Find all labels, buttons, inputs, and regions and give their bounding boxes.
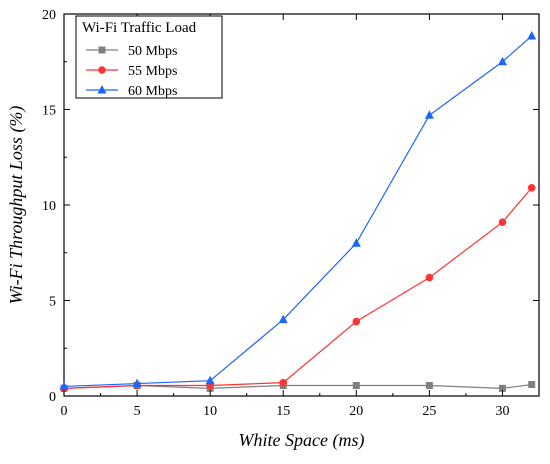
series-line [63,187,533,389]
data-point [424,110,434,119]
x-tick-label: 5 [134,404,141,419]
legend-swatch-marker [98,66,106,74]
x-tick-label: 10 [203,404,217,419]
x-tick-label: 25 [422,404,436,419]
y-axis-title: Wi-Fi Throughput Loss (%) [6,106,27,305]
data-point [352,317,361,326]
axis-ticks: 0 5 10 15 20 25 30 0 5 10 15 20 [42,8,539,419]
legend-label: 60 Mbps [128,84,177,99]
x-tick-label: 20 [349,404,363,419]
data-point [279,378,288,387]
series-1 [60,381,536,392]
x-tick-label: 30 [495,404,509,419]
legend: Wi-Fi Traffic Load 50 Mbps 55 Mbps 60 Mbps [75,15,223,99]
legend-item: 50 Mbps [86,44,177,59]
data-point [59,381,69,390]
y-tick-label: 5 [49,295,56,310]
legend-item: 60 Mbps [86,84,177,99]
x-axis-title: White Space (ms) [239,430,365,451]
y-tick-label: 0 [49,390,56,405]
data-point [351,238,361,247]
data-point [527,184,536,192]
legend-label: 50 Mbps [128,44,177,59]
y-tick-label: 15 [42,104,56,119]
data-point [425,273,434,282]
legend-label: 55 Mbps [128,64,177,79]
legend-item: 55 Mbps [86,64,177,79]
data-point [205,375,215,385]
series-2 [60,184,536,393]
series-group [59,30,537,393]
legend-box [75,15,223,99]
data-point [132,378,142,388]
data-point [352,381,360,389]
legend-swatch-marker [98,46,106,54]
data-point [498,218,507,226]
legend-swatch-marker [97,85,107,94]
x-tick-label: 0 [61,404,68,419]
y-tick-label: 10 [42,199,56,214]
data-point [278,314,288,324]
data-point [497,56,507,66]
data-point [528,381,536,389]
series-line [63,35,533,388]
data-point [498,384,506,392]
y-tick-label: 20 [42,8,56,23]
series-3 [59,30,537,390]
legend-title: Wi-Fi Traffic Load [82,20,197,36]
data-point [425,381,433,389]
data-point [527,30,537,40]
x-tick-label: 15 [276,404,290,419]
